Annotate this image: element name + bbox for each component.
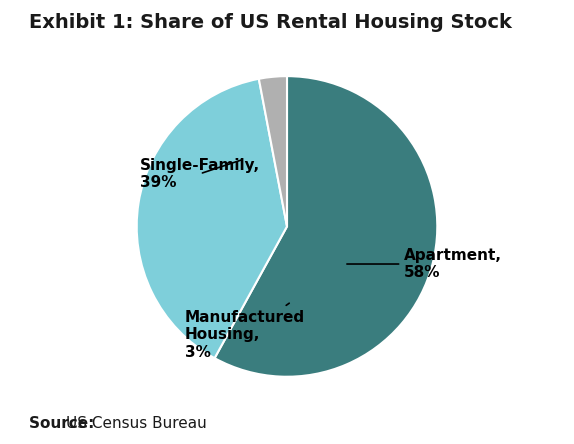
Wedge shape <box>137 79 287 358</box>
Text: US Census Bureau: US Census Bureau <box>66 416 207 431</box>
Text: Manufactured
Housing,
3%: Manufactured Housing, 3% <box>185 303 305 360</box>
Text: Apartment,
58%: Apartment, 58% <box>347 248 502 280</box>
Text: Source:: Source: <box>29 416 99 431</box>
Wedge shape <box>259 76 287 226</box>
Text: Exhibit 1: Share of US Rental Housing Stock: Exhibit 1: Share of US Rental Housing St… <box>29 13 511 32</box>
Text: Single-Family,
39%: Single-Family, 39% <box>139 158 260 190</box>
Wedge shape <box>215 76 437 377</box>
